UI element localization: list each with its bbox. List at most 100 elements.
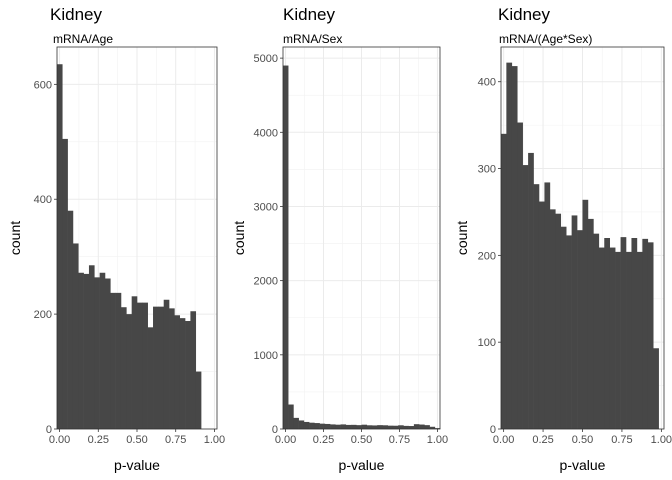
x-tick-label: 0.50 — [351, 434, 372, 446]
histogram-bar — [153, 306, 159, 429]
histogram-bar — [110, 292, 116, 429]
y-tick-label: 0 — [272, 424, 278, 436]
histogram-bar — [506, 62, 513, 430]
x-tick-label: 1.00 — [204, 434, 225, 446]
histogram-bar — [636, 251, 643, 429]
x-tick-label: 0.75 — [389, 434, 410, 446]
x-tick-label: 0.25 — [88, 434, 109, 446]
histogram-bar — [94, 277, 100, 429]
y-tick-label: 600 — [34, 79, 52, 91]
histogram-bar — [340, 424, 347, 429]
histogram-bar — [99, 272, 106, 429]
chart-title: Kidney — [283, 5, 335, 24]
x-tick-label: 1.00 — [427, 434, 448, 446]
histogram-bar — [163, 299, 170, 429]
x-axis-title: p-value — [560, 457, 606, 473]
histogram-bar — [83, 273, 90, 429]
chart-subtitle: mRNA/(Age*Sex) — [499, 32, 592, 46]
histogram-bar — [419, 424, 425, 429]
histogram-bar — [653, 348, 659, 429]
y-tick-label: 4000 — [254, 127, 278, 139]
x-tick-label: 0.00 — [275, 434, 296, 446]
histogram-bar — [604, 238, 610, 429]
x-tick-label: 1.00 — [651, 434, 672, 446]
histogram-bar — [56, 64, 63, 429]
histogram-bar — [626, 251, 632, 429]
histogram-bar — [142, 302, 148, 429]
histogram-bar — [72, 243, 79, 429]
histogram-bar — [335, 424, 341, 429]
x-tick-label: 0.25 — [313, 434, 334, 446]
y-tick-label: 0 — [46, 424, 52, 436]
histogram-bar — [598, 247, 605, 429]
histogram-bar — [158, 306, 164, 429]
histogram-bar — [377, 425, 383, 429]
histogram-bar — [131, 296, 138, 429]
histogram-bar — [382, 425, 388, 429]
x-tick-label: 0.50 — [126, 434, 147, 446]
x-tick-label: 0.75 — [165, 434, 186, 446]
chart-title: Kidney — [50, 5, 102, 24]
y-tick-label: 0 — [490, 424, 496, 436]
histogram-bar — [387, 425, 394, 429]
histogram-bar — [533, 184, 540, 429]
histogram-bar — [528, 152, 534, 429]
histogram-bar — [345, 424, 352, 429]
histogram-bar — [538, 201, 545, 429]
chart-subtitle: mRNA/Age — [53, 32, 113, 46]
histogram-bar — [351, 424, 357, 429]
histogram-bar — [179, 318, 186, 429]
histogram-bar — [324, 423, 331, 429]
chart-subtitle: mRNA/Sex — [283, 32, 342, 46]
histogram-bar — [282, 65, 289, 429]
x-tick-label: 0.00 — [493, 434, 514, 446]
x-tick-label: 0.00 — [49, 434, 70, 446]
histogram-bar — [517, 122, 523, 430]
y-axis-title: count — [7, 221, 23, 255]
histogram-bar — [587, 218, 594, 429]
histogram-bar — [582, 199, 589, 429]
histogram-bar — [120, 307, 127, 429]
histogram-bar — [190, 311, 197, 429]
y-tick-label: 1000 — [254, 350, 278, 362]
y-tick-label: 300 — [478, 164, 496, 176]
histogram-bar — [500, 133, 507, 429]
histogram-bar — [413, 424, 420, 429]
histogram-bar — [62, 138, 68, 429]
histogram-bar — [408, 426, 415, 429]
x-tick-label: 0.75 — [611, 434, 632, 446]
histogram-bar — [398, 425, 404, 429]
chart-title: Kidney — [498, 5, 550, 24]
histogram-bar — [147, 327, 154, 429]
x-tick-label: 0.50 — [572, 434, 593, 446]
histogram-bar — [371, 425, 378, 429]
histogram-bar — [549, 209, 556, 429]
histogram-bar — [195, 371, 202, 429]
histogram-bar — [609, 247, 616, 429]
histogram-bar — [361, 424, 368, 429]
histogram-bar — [642, 238, 649, 429]
histogram-bar — [288, 404, 294, 429]
y-tick-label: 2000 — [254, 276, 278, 288]
histogram-bar — [615, 251, 621, 429]
y-axis-title: count — [231, 221, 247, 255]
histogram-bar — [136, 302, 143, 429]
histogram-bar — [169, 308, 175, 429]
histogram-bar — [298, 420, 305, 429]
histogram-bar — [88, 265, 95, 429]
panel-3: 0.00 0.25 0.50 0.75 1.00 0 100 200 300 400 Kidney m… — [454, 5, 672, 473]
histogram-bar — [303, 421, 310, 429]
histogram-bar — [126, 314, 132, 429]
x-tick-label: 0.25 — [532, 434, 553, 446]
histogram-bar — [429, 426, 436, 429]
y-axis-title: count — [454, 221, 470, 255]
histogram-bar — [366, 425, 373, 429]
histogram-bar — [560, 226, 567, 429]
y-tick-label: 5000 — [254, 53, 278, 65]
histogram-bar — [424, 425, 430, 429]
histogram-bar — [566, 235, 572, 429]
panel-2: 0.00 0.25 0.50 0.75 1.00 0 1000 2000 3000 4000 500… — [231, 5, 448, 473]
histogram-bar — [511, 66, 518, 429]
y-tick-label: 200 — [478, 250, 496, 262]
